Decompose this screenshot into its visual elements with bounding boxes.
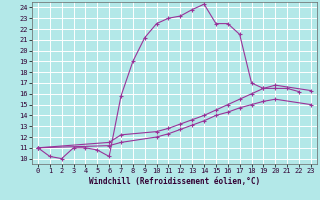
X-axis label: Windchill (Refroidissement éolien,°C): Windchill (Refroidissement éolien,°C) xyxy=(89,177,260,186)
